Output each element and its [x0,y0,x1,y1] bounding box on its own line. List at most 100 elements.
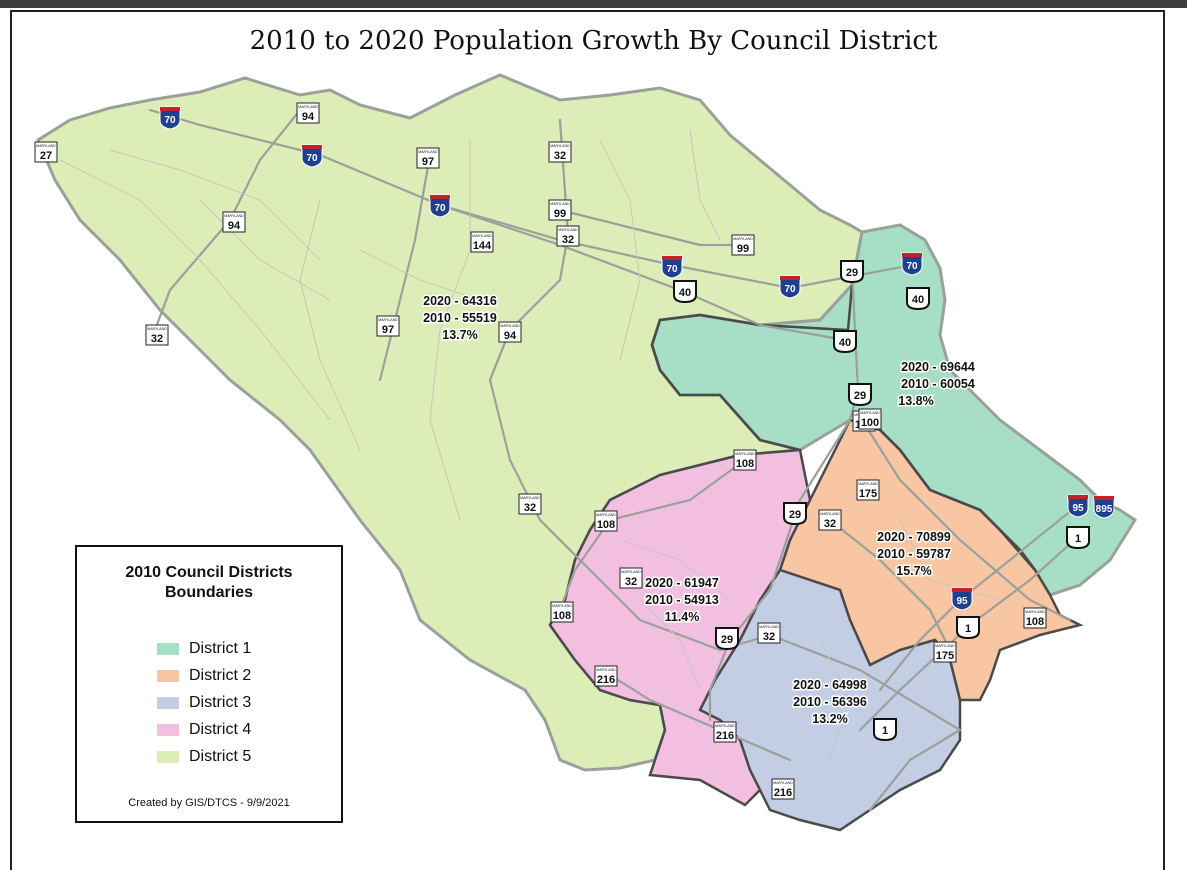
maryland-route-shield-icon: MARYLAND 94 [498,321,522,343]
maryland-route-shield-icon: MARYLAND 108 [733,449,757,471]
svg-text:70: 70 [906,261,918,272]
svg-text:94: 94 [302,111,315,123]
council-district-boundaries [650,284,1036,571]
district-4-stats: 2020 - 61947 2010 - 54913 11.4% [644,575,721,626]
svg-text:2010 - 59787: 2010 - 59787 [877,547,951,561]
svg-text:MARYLAND: MARYLAND [759,625,779,629]
svg-text:MARYLAND: MARYLAND [378,318,398,322]
maryland-route-shield-icon: MARYLAND 32 [619,567,643,589]
svg-text:175: 175 [936,650,954,662]
interstate-shield-icon: 70 [661,255,683,279]
svg-text:MARYLAND: MARYLAND [735,452,755,456]
svg-text:2020 - 70899: 2020 - 70899 [877,530,951,544]
legend-swatch [157,643,179,655]
us-route-shield-icon: 40 [673,280,697,304]
svg-text:MARYLAND: MARYLAND [552,604,572,608]
us-route-shield-icon: 29 [840,260,864,284]
boundary-d1-d2 [849,418,1036,571]
svg-text:40: 40 [679,287,691,299]
us-route-shield-icon: 40 [833,330,857,354]
legend-label: District 3 [189,694,252,711]
svg-text:MARYLAND: MARYLAND [621,570,641,574]
maryland-route-shield-icon: MARYLAND 32 [548,141,572,163]
us-route-shield-icon: 1 [956,616,980,640]
svg-text:32: 32 [824,518,836,530]
maryland-route-shield-icon: MARYLAND 216 [771,778,795,800]
legend-item-district-5: District 5 [157,747,251,767]
district-areas [36,73,1138,832]
svg-text:MARYLAND: MARYLAND [715,724,735,728]
interstate-shield-icon: 70 [779,275,801,299]
legend-swatch [157,697,179,709]
svg-text:40: 40 [912,294,924,306]
svg-text:32: 32 [554,150,566,162]
legend-swatch [157,751,179,763]
interstate-shield-icon: 70 [159,106,181,130]
svg-text:MARYLAND: MARYLAND [550,144,570,148]
svg-text:97: 97 [382,324,394,336]
svg-text:108: 108 [597,519,615,531]
svg-text:MARYLAND: MARYLAND [418,150,438,154]
svg-text:29: 29 [854,390,866,402]
svg-text:32: 32 [524,502,536,514]
maryland-route-shield-icon: MARYLAND 32 [757,622,781,644]
svg-text:MARYLAND: MARYLAND [860,411,880,415]
svg-text:2010 - 55519: 2010 - 55519 [423,311,497,325]
svg-text:MARYLAND: MARYLAND [820,512,840,516]
legend-title: 2010 Council Districts Boundaries [125,564,293,601]
svg-text:2020 - 69644: 2020 - 69644 [901,360,975,374]
us-route-shield-icon: 29 [715,627,739,651]
svg-text:11.4%: 11.4% [665,610,700,624]
legend-item-district-4: District 4 [157,720,251,740]
svg-text:97: 97 [422,156,434,168]
maryland-route-shield-icon: MARYLAND 32 [556,225,580,247]
legend-label: District 1 [189,640,252,657]
svg-text:13.7%: 13.7% [442,328,477,342]
maryland-route-shield-icon: MARYLAND 175 [933,641,957,663]
svg-text:MARYLAND: MARYLAND [773,781,793,785]
legend-swatch [157,670,179,682]
svg-text:2010 - 54913: 2010 - 54913 [645,593,719,607]
svg-text:108: 108 [736,458,754,470]
maryland-route-shield-icon: MARYLAND 99 [731,234,755,256]
svg-text:99: 99 [737,243,749,255]
window-top-bar [0,0,1187,8]
svg-text:13.2%: 13.2% [812,712,847,726]
svg-text:144: 144 [473,240,492,252]
district-3-stats: 2020 - 64998 2010 - 56396 13.2% [792,677,869,728]
svg-text:108: 108 [553,610,571,622]
svg-text:MARYLAND: MARYLAND [298,105,318,109]
route-shields: MARYLAND 94 MARYLAND 27 MARYLAND 97 MARYLAND 32… [34,102,1115,800]
maryland-route-shield-icon: MARYLAND 216 [713,721,737,743]
maryland-route-shield-icon: MARYLAND 94 [296,102,320,124]
maryland-route-shield-icon: MARYLAND 108 [594,510,618,532]
svg-text:29: 29 [721,634,733,646]
legend-label: District 4 [189,721,252,738]
svg-text:MARYLAND: MARYLAND [472,234,492,238]
svg-text:MARYLAND: MARYLAND [500,324,520,328]
svg-text:MARYLAND: MARYLAND [733,237,753,241]
district-2-stats: 2020 - 70899 2010 - 59787 15.7% [876,529,953,580]
interstate-shield-icon: 70 [429,194,451,218]
district-statistics: 2020 - 64316 2010 - 55519 13.7% 2020 - 6… [422,293,977,728]
svg-text:MARYLAND: MARYLAND [858,482,878,486]
route-99-road [558,208,747,247]
svg-text:216: 216 [597,674,615,686]
svg-text:70: 70 [784,284,796,295]
svg-text:2020 - 64998: 2020 - 64998 [793,678,867,692]
us-route-shield-icon: 29 [783,502,807,526]
svg-text:895: 895 [1096,504,1113,515]
us-route-shield-icon: 1 [873,718,897,742]
district-5-stats: 2020 - 64316 2010 - 55519 13.7% [422,293,499,344]
svg-text:MARYLAND: MARYLAND [36,144,56,148]
boundary-d1-d5 [650,284,854,452]
svg-text:1: 1 [965,623,971,635]
svg-text:1: 1 [1075,533,1081,545]
interstate-shield-icon: 70 [301,144,323,168]
svg-text:13.8%: 13.8% [898,394,933,408]
svg-text:70: 70 [164,115,176,126]
maryland-route-shield-icon: MARYLAND 94 [222,211,246,233]
svg-text:MARYLAND: MARYLAND [550,202,570,206]
legend-box: 2010 Council Districts Boundaries Distri… [75,545,343,823]
maryland-route-shield-icon: MARYLAND 97 [416,147,440,169]
